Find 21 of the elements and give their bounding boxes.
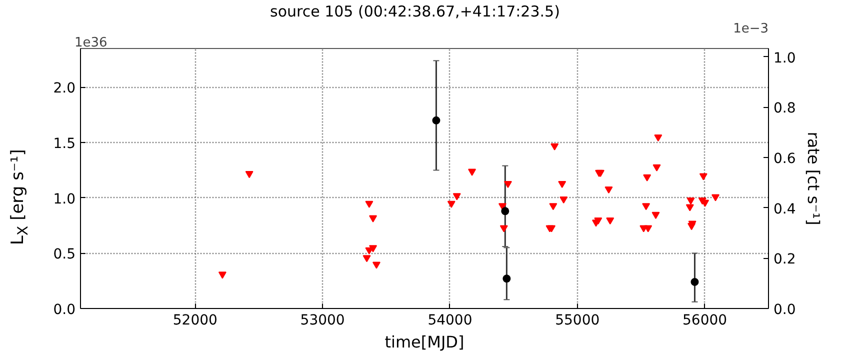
y2-tick-label: 0.6 [774, 150, 796, 167]
y2-tick-label: 0.4 [774, 201, 796, 218]
annotation: 1e36 [74, 36, 108, 50]
x-axis-title: time[MJD] [384, 332, 464, 352]
text: 1e−3 [733, 22, 769, 36]
x-tick-label: 54000 [428, 312, 472, 328]
y-tick-label: 1.0 [53, 191, 76, 208]
y-tick-label: 2.0 [53, 80, 76, 97]
y-tick-label: 1.5 [53, 136, 76, 152]
y2-tick-label: 0.8 [774, 100, 796, 117]
x-tick-label: 52000 [172, 312, 218, 328]
x-tick-label: 56000 [682, 312, 728, 328]
y2-tick-label: 0.2 [774, 252, 796, 268]
y2-tick-label: 0.0 [774, 302, 796, 318]
x-tick-label: 53000 [300, 312, 345, 328]
chart-title: source 105 (00:42:38.67,+41:17:23.5) [270, 2, 560, 20]
y2-tick-label: 1.0 [774, 50, 796, 66]
y-tick-label: 0.0 [53, 302, 76, 318]
x-tick-label: 55000 [555, 312, 600, 328]
y2-axis-title: rate [ct s⁻¹] [804, 132, 823, 226]
y-tick-label: 0.5 [53, 246, 76, 263]
